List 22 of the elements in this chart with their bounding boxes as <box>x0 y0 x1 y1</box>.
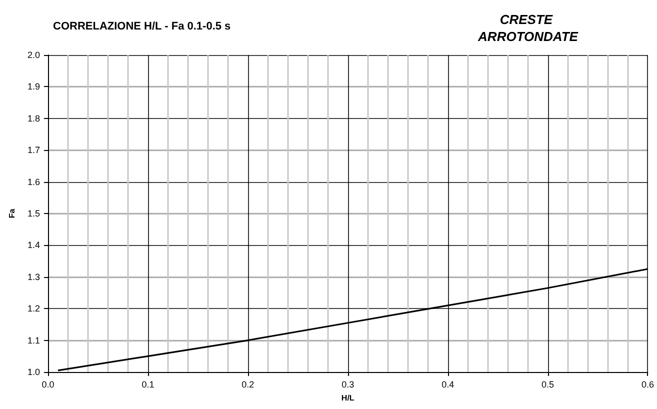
x-tick-label: 0.0 <box>42 380 54 390</box>
chart-title: CORRELAZIONE H/L - Fa 0.1-0.5 s <box>53 20 231 32</box>
x-tick-label: 0.1 <box>142 380 154 390</box>
y-tick-label: 1.7 <box>27 145 40 156</box>
y-axis-title: Fa <box>8 208 16 218</box>
x-tick-label: 0.5 <box>542 380 554 390</box>
x-tick-label: 0.6 <box>641 380 654 390</box>
x-tick-label: 0.2 <box>242 380 254 390</box>
y-tick-label: 1.0 <box>27 367 40 377</box>
y-tick-label: 1.3 <box>27 272 40 282</box>
y-tick-label: 2.0 <box>27 50 40 60</box>
y-tick-label: 1.9 <box>27 82 40 92</box>
y-tick-label: 1.2 <box>27 304 40 314</box>
y-tick-label: 1.6 <box>27 176 40 187</box>
x-tick-label: 0.3 <box>342 380 354 390</box>
chart-subtitle: CRESTE ARROTONDATE <box>477 12 578 44</box>
x-tick-label: 0.4 <box>442 380 454 390</box>
y-tick-label: 1.4 <box>27 240 40 250</box>
y-tick-label: 1.5 <box>27 208 40 218</box>
y-tick-label: 1.1 <box>27 335 40 346</box>
y-tick-label: 1.8 <box>27 113 40 124</box>
x-axis-title: H/L <box>341 393 354 402</box>
